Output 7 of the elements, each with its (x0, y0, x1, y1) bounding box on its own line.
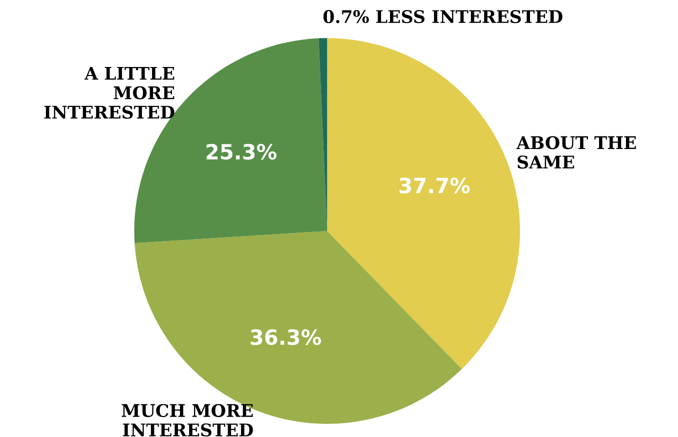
slice-label: 0.7% LESS INTERESTED (323, 10, 562, 24)
slice-label: A LITTLE MORE INTERESTED (44, 66, 174, 119)
slice-label: ABOUT THE SAME (516, 136, 636, 169)
data-label: 37.7% (400, 178, 470, 194)
data-label: 25.3% (206, 144, 277, 160)
data-label: 36.3% (250, 329, 322, 346)
slice-label: MUCH MORE INTERESTED (122, 404, 253, 437)
